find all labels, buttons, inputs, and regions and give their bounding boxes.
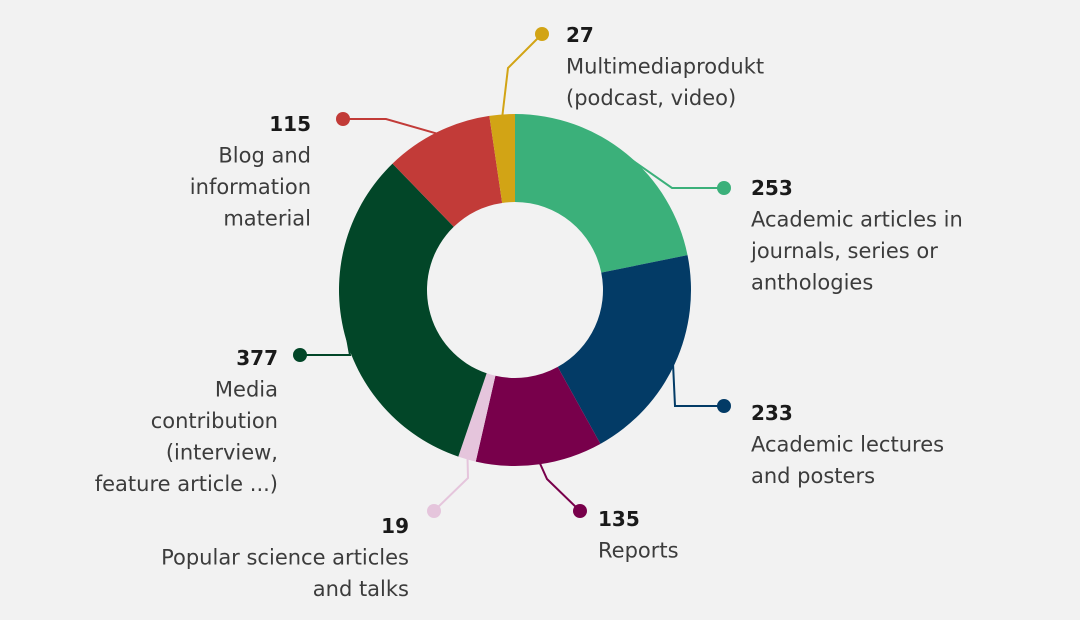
- slice-category-label-6-line-0: Multimediaprodukt: [566, 55, 764, 79]
- slice-category-label-5-line-1: information: [190, 175, 311, 199]
- slice-category-label-5-line-2: material: [223, 207, 311, 231]
- callout-dot-6: [535, 27, 549, 41]
- slice-4: [338, 163, 487, 457]
- slice-0: [515, 114, 688, 273]
- callout-line-0: [624, 154, 724, 189]
- callout-dot-1: [717, 399, 731, 413]
- callout-line-2: [538, 461, 581, 512]
- slice-6: [489, 114, 515, 203]
- slice-value-label-6: 27: [566, 23, 594, 47]
- callout-line-3: [433, 457, 470, 512]
- slice-category-label-4-line-1: contribution: [151, 409, 278, 433]
- slice-5: [392, 115, 503, 227]
- slices-group: [338, 114, 691, 466]
- slice-category-label-0-line-2: anthologies: [751, 271, 873, 295]
- slice-value-label-2: 135: [598, 507, 640, 531]
- callout-line-6: [501, 33, 543, 117]
- slice-category-label-5-line-0: Blog and: [218, 144, 311, 168]
- slice-category-label-1-line-1: and posters: [751, 464, 875, 488]
- slice-value-label-1: 233: [751, 401, 793, 425]
- slice-category-label-0-line-0: Academic articles in: [751, 208, 963, 232]
- slice-2: [475, 366, 601, 466]
- callout-dot-4: [293, 348, 307, 362]
- callout-line-5: [343, 118, 439, 135]
- slice-category-label-1-line-0: Academic lectures: [751, 433, 944, 457]
- slice-category-label-4-line-2: (interview,: [166, 441, 278, 465]
- slice-1: [557, 255, 691, 444]
- slice-value-label-0: 253: [751, 176, 793, 200]
- labels-group: 253 Academic articles in journals, series …: [95, 23, 963, 601]
- callout-dot-5: [336, 112, 350, 126]
- callouts-group: [293, 27, 731, 518]
- slice-3: [458, 373, 496, 462]
- callout-line-4: [300, 327, 352, 356]
- callout-dot-3: [427, 504, 441, 518]
- callout-dot-2: [573, 504, 587, 518]
- slice-category-label-3-line-1: and talks: [313, 577, 409, 601]
- slice-category-label-0-line-1: journals, series or: [750, 239, 938, 263]
- slice-category-label-2-line-0: Reports: [598, 539, 679, 563]
- slice-category-label-6-line-1: (podcast, video): [566, 86, 736, 110]
- callout-dot-0: [717, 181, 731, 195]
- slice-value-label-5: 115: [269, 112, 311, 136]
- slice-value-label-4: 377: [236, 346, 278, 370]
- slice-value-label-3: 19: [381, 514, 409, 538]
- slice-category-label-4-line-0: Media: [215, 378, 278, 402]
- callout-line-1: [671, 362, 724, 407]
- slice-category-label-4-line-3: feature article ...): [95, 472, 278, 496]
- slice-category-label-3-line-0: Popular science articles: [161, 546, 409, 570]
